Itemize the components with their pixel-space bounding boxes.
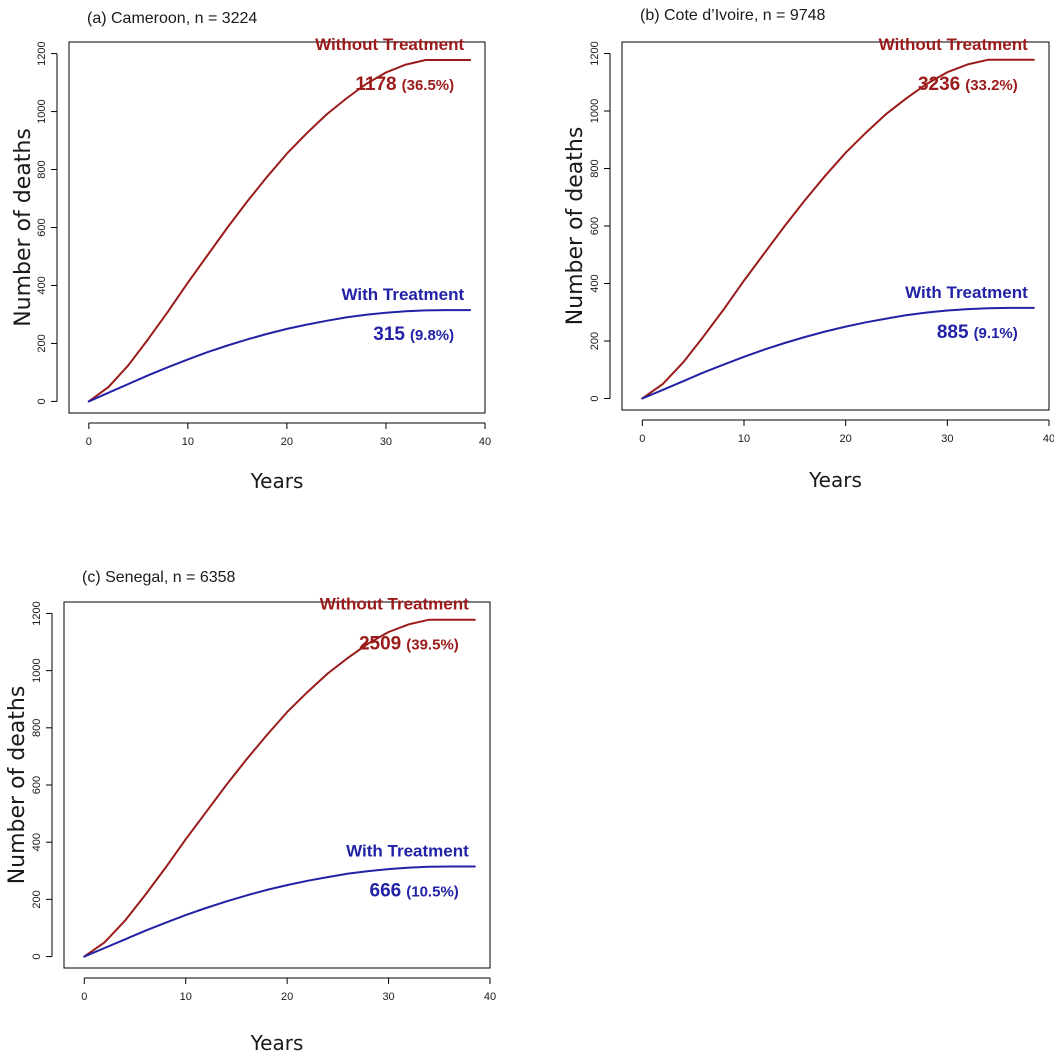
series-total-value: 3236 — [918, 74, 960, 95]
y-tick-label: 1200 — [31, 601, 43, 625]
y-tick-label: 200 — [31, 890, 43, 908]
y-tick-label: 800 — [589, 159, 601, 177]
x-tick-label: 20 — [840, 433, 852, 445]
x-tick-label: 40 — [1043, 433, 1054, 445]
x-tick-label: 0 — [639, 433, 645, 445]
y-tick-label: 800 — [31, 719, 43, 737]
y-tick-label: 0 — [31, 954, 43, 960]
series-name-label: With Treatment — [905, 283, 1028, 302]
plot-frame — [63, 601, 491, 969]
x-tick-label: 20 — [281, 991, 293, 1003]
series-line-with-treatment — [83, 865, 476, 958]
y-tick-label: 400 — [36, 276, 48, 294]
series-name-label: With Treatment — [346, 841, 469, 860]
y-tick-label: 0 — [36, 398, 48, 404]
series-total-label: 1178 (36.5%) — [355, 74, 454, 95]
y-tick-label: 600 — [31, 776, 43, 794]
series-percent-value: (39.5%) — [406, 637, 459, 654]
y-axis-label: Number of deaths — [11, 128, 36, 327]
series-percent-value: (9.8%) — [410, 327, 454, 344]
x-tick-label: 0 — [81, 991, 87, 1003]
x-tick-label: 0 — [86, 436, 92, 448]
series-total-value: 1178 — [355, 74, 396, 95]
y-tick-label: 800 — [36, 160, 48, 178]
x-tick-label: 40 — [479, 436, 491, 448]
series-percent-value: (36.5%) — [402, 77, 455, 94]
series-line-with-treatment — [641, 306, 1035, 400]
x-axis-label: Years — [250, 1031, 304, 1055]
x-tick-label: 10 — [182, 436, 194, 448]
plot-frame — [621, 41, 1050, 411]
y-tick-label: 1200 — [36, 41, 48, 65]
y-tick-label: 400 — [589, 274, 601, 292]
series-line-without-treatment — [87, 59, 472, 403]
x-tick-label: 30 — [382, 991, 394, 1003]
series-total-label: 3236 (33.2%) — [918, 74, 1018, 95]
x-tick-label: 10 — [738, 433, 750, 445]
series-name-label: Without Treatment — [315, 35, 464, 54]
y-tick-label: 200 — [589, 332, 601, 350]
x-tick-label: 20 — [281, 436, 293, 448]
y-tick-label: 1000 — [36, 99, 48, 123]
panel-title: (c) Senegal, n = 6358 — [82, 569, 236, 586]
series-percent-value: (9.1%) — [974, 325, 1018, 342]
y-tick-label: 1000 — [589, 99, 601, 123]
series-line-without-treatment — [641, 58, 1035, 400]
series-percent-value: (33.2%) — [965, 77, 1018, 94]
y-axis-label: Number of deaths — [563, 127, 588, 326]
series-total-value: 2509 — [359, 634, 401, 655]
series-total-value: 885 — [937, 322, 969, 343]
x-axis-label: Years — [250, 469, 304, 493]
x-tick-label: 10 — [180, 991, 192, 1003]
y-axis-label: Number of deaths — [5, 686, 30, 885]
y-tick-label: 600 — [36, 218, 48, 236]
panel-title: (a) Cameroon, n = 3224 — [87, 10, 257, 27]
y-tick-label: 200 — [36, 334, 48, 352]
y-tick-label: 600 — [589, 217, 601, 235]
series-line-without-treatment — [83, 618, 476, 958]
series-total-label: 885 (9.1%) — [937, 322, 1018, 343]
series-total-value: 315 — [373, 324, 405, 345]
series-name-label: With Treatment — [342, 285, 465, 304]
series-total-label: 666 (10.5%) — [370, 880, 459, 901]
series-line-with-treatment — [87, 309, 472, 403]
y-tick-label: 400 — [31, 833, 43, 851]
x-tick-label: 40 — [484, 991, 496, 1003]
y-tick-label: 1000 — [31, 658, 43, 682]
x-tick-label: 30 — [380, 436, 392, 448]
series-name-label: Without Treatment — [879, 35, 1028, 54]
x-axis-label: Years — [808, 468, 862, 492]
x-tick-label: 30 — [941, 433, 953, 445]
series-name-label: Without Treatment — [320, 595, 469, 614]
plot-frame — [68, 41, 486, 414]
y-tick-label: 1200 — [589, 41, 601, 65]
series-total-value: 666 — [370, 880, 402, 901]
series-total-label: 315 (9.8%) — [373, 324, 454, 345]
y-tick-label: 0 — [589, 395, 601, 401]
series-percent-value: (10.5%) — [406, 883, 459, 900]
series-total-label: 2509 (39.5%) — [359, 634, 459, 655]
panel-title: (b) Cote d’Ivoire, n = 9748 — [640, 7, 826, 24]
